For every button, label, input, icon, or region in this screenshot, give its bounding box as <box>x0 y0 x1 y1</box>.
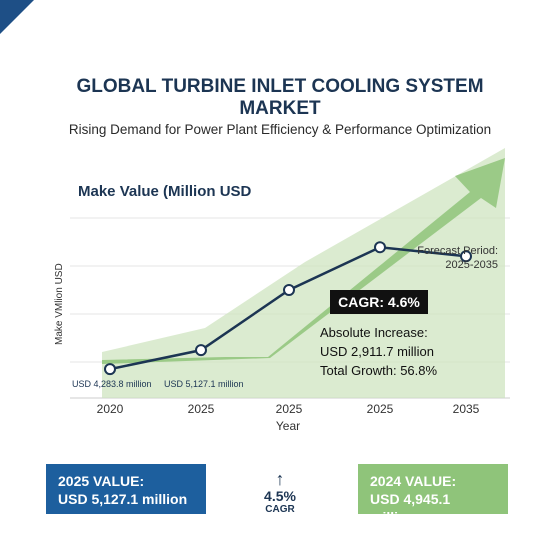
corner-accent <box>0 0 34 34</box>
increase-line-3: Total Growth: 56.8% <box>320 363 437 378</box>
x-tick-label-3: 2025 <box>367 402 394 416</box>
value-card-2025: 2025 VALUE: USD 5,127.1 million <box>46 464 206 514</box>
growth-arrow <box>102 158 505 364</box>
data-point-4 <box>460 250 472 263</box>
y-axis-label: Make VMlion USD <box>54 263 65 345</box>
point-label-2025: USD 5,127.1 million <box>164 379 244 389</box>
cagr-value: 4.5% <box>264 488 296 504</box>
x-tick-label-1: 2025 <box>188 402 215 416</box>
data-point-0 <box>104 363 116 376</box>
card-value: USD 5,127.1 million <box>58 491 188 507</box>
growth-area <box>102 148 505 398</box>
forecast-label-line-2: 2025-2035 <box>445 259 498 271</box>
page-title: GLOBAL TURBINE INLET COOLING SYSTEM MARK… <box>30 76 530 120</box>
value-card-2024: 2024 VALUE: USD 4,945.1 million <box>358 464 508 525</box>
data-point-1 <box>195 344 207 357</box>
x-tick-label-2: 2025 <box>276 402 303 416</box>
card-label: 2025 VALUE: <box>58 473 145 489</box>
title-line-1: GLOBAL TURBINE INLET COOLING SYSTEM <box>76 76 484 97</box>
card-label: 2024 VALUE: <box>370 473 457 489</box>
increase-line-2: USD 2,911.7 million <box>320 344 434 359</box>
arrow-up-icon: ↑ <box>275 469 285 489</box>
forecast-label-line-1: Forecast Period: <box>417 245 498 257</box>
x-tick-label-0: 2020 <box>97 402 124 416</box>
cagr-badge: CAGR: 4.6% <box>338 294 420 310</box>
data-points <box>104 241 472 376</box>
chart-title: Make Value (Million USD <box>78 183 252 200</box>
x-tick-labels: 2020 2025 2025 2025 2035 <box>97 402 480 416</box>
increase-line-1: Absolute Increase: <box>320 325 428 340</box>
cagr-caption: CAGR <box>265 504 295 515</box>
data-point-3 <box>374 241 386 254</box>
card-value: USD 4,945.1 million <box>370 491 451 525</box>
page-subtitle: Rising Demand for Power Plant Efficiency… <box>68 122 492 137</box>
title-line-2: MARKET <box>239 98 321 119</box>
data-point-2 <box>283 284 295 296</box>
x-axis-label: Year <box>276 419 300 433</box>
point-label-2020: USD 4,283.8 million <box>72 379 152 389</box>
cagr-summary: ↑ 4.5% CAGR <box>250 470 310 515</box>
cagr-badge-bg <box>330 290 428 314</box>
x-tick-label-4: 2035 <box>453 402 480 416</box>
